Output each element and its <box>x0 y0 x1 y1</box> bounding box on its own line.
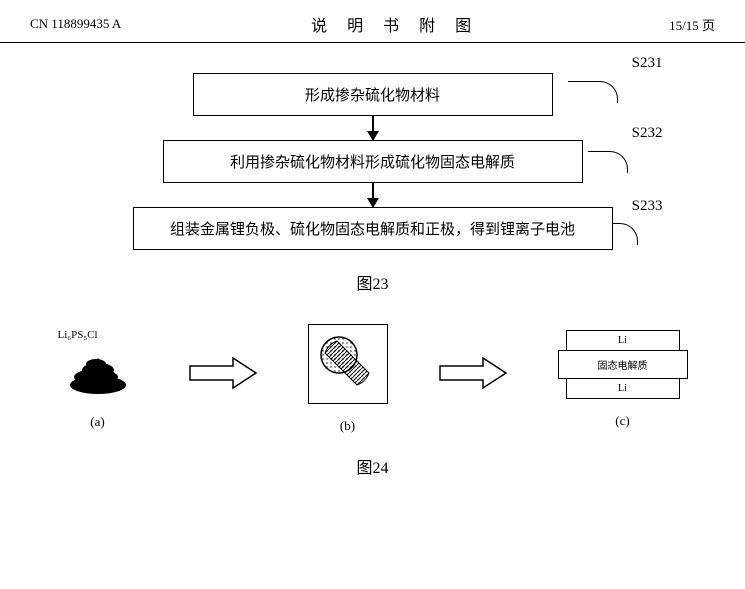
step-label-s233: S233 <box>632 198 663 215</box>
figure-23-flowchart: S231 S232 S233 形成掺杂硫化物材料 利用掺杂硫化物材料形成硫化物固… <box>73 73 673 250</box>
step-label-s231: S231 <box>632 55 663 72</box>
connector-line <box>610 223 638 245</box>
material-formula: Li₆PS₅Cl <box>58 329 138 341</box>
connector-line <box>588 151 628 173</box>
doc-id: CN 118899435 A <box>30 16 121 32</box>
flow-step-3: 组装金属锂负极、硫化物固态电解质和正极，得到锂离子电池 <box>133 207 613 250</box>
panel-b-caption: (b) <box>308 418 388 434</box>
arrow-down-icon <box>372 183 374 207</box>
panel-c-caption: (c) <box>558 413 688 429</box>
figure-24-caption: 图24 <box>0 454 745 478</box>
step-text: 形成掺杂硫化物材料 <box>305 88 440 104</box>
cell-top-layer: Li <box>566 330 680 351</box>
step-text: 利用掺杂硫化物材料形成硫化物固态电解质 <box>230 155 515 171</box>
pellet-icon <box>309 325 389 405</box>
figure-24-diagram: Li₆PS₅Cl (a) <box>33 324 713 434</box>
panel-a: Li₆PS₅Cl (a) <box>58 329 138 430</box>
panel-a-caption: (a) <box>58 414 138 430</box>
page-number: 15/15 页 <box>669 15 715 34</box>
pellet-box <box>308 324 388 404</box>
powder-icon <box>58 345 138 395</box>
arrow-right-icon <box>188 356 258 390</box>
figure-23-caption: 图23 <box>0 270 745 294</box>
step-label-s232: S232 <box>632 125 663 142</box>
flow-step-2: 利用掺杂硫化物材料形成硫化物固态电解质 <box>163 140 583 183</box>
arrow-down-icon <box>372 116 374 140</box>
arrow-right-icon <box>438 356 508 390</box>
panel-b: (b) <box>308 324 388 434</box>
cell-electrolyte-layer: 固态电解质 <box>558 350 688 379</box>
flow-step-1: 形成掺杂硫化物材料 <box>193 73 553 116</box>
page-title: 说 明 书 附 图 <box>311 12 479 36</box>
cell-stack: Li 固态电解质 Li <box>558 330 688 399</box>
cell-bottom-layer: Li <box>566 378 680 399</box>
page-header: CN 118899435 A 说 明 书 附 图 15/15 页 <box>0 0 745 43</box>
step-text: 组装金属锂负极、硫化物固态电解质和正极，得到锂离子电池 <box>170 222 575 238</box>
panel-c: Li 固态电解质 Li (c) <box>558 330 688 429</box>
connector-line <box>568 81 618 103</box>
